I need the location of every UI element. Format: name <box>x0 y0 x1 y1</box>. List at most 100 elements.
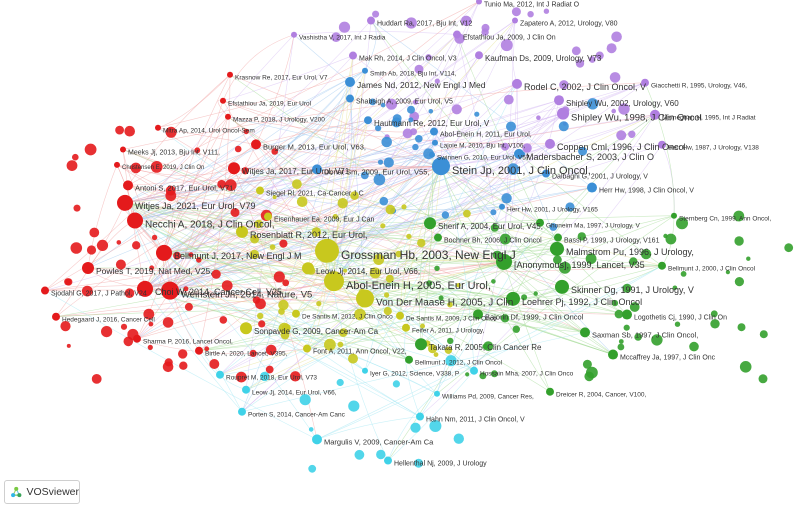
unlabeled-node[interactable] <box>89 227 100 238</box>
unlabeled-node[interactable] <box>406 233 412 240</box>
unlabeled-node[interactable] <box>272 195 277 200</box>
node-yellow[interactable] <box>402 323 410 332</box>
unlabeled-node[interactable] <box>324 338 336 351</box>
node-purple[interactable] <box>475 51 483 60</box>
node-label[interactable]: Von Der Maase H, 2005, J Clin <box>376 298 513 309</box>
unlabeled-node[interactable] <box>618 339 624 344</box>
unlabeled-node[interactable] <box>354 449 365 460</box>
node-label[interactable]: Bellmunt J, 2017, New Engl J M <box>174 251 302 261</box>
node-label[interactable]: Logothetis Cj, 1990, J Clin On <box>634 314 727 321</box>
node-red[interactable] <box>227 71 233 78</box>
unlabeled-node[interactable] <box>689 341 699 352</box>
node-cyan[interactable] <box>470 366 478 375</box>
unlabeled-node[interactable] <box>616 130 627 141</box>
unlabeled-node[interactable] <box>308 464 317 473</box>
node-cyan[interactable] <box>312 434 322 445</box>
unlabeled-node[interactable] <box>165 190 177 202</box>
unlabeled-node[interactable] <box>784 243 794 253</box>
node-blue[interactable] <box>362 67 368 74</box>
unlabeled-node[interactable] <box>337 198 348 209</box>
unlabeled-node[interactable] <box>628 130 636 138</box>
unlabeled-node[interactable] <box>758 374 768 384</box>
unlabeled-node[interactable] <box>595 51 604 60</box>
node-label[interactable]: Feifer A, 2011, J Urology, <box>412 327 485 334</box>
node-label[interactable]: Rodel C, 2002, J Clin Oncol, V <box>524 82 646 92</box>
node-label[interactable]: Margulis V, 2009, Cancer-Am Ca <box>324 438 434 447</box>
node-label[interactable]: Hautmann Re, 2012, Eur Urol, V <box>374 119 490 128</box>
unlabeled-node[interactable] <box>338 21 351 33</box>
node-blue[interactable] <box>587 182 597 193</box>
unlabeled-node[interactable] <box>491 279 496 284</box>
node-green[interactable] <box>546 387 554 396</box>
unlabeled-node[interactable] <box>235 371 247 383</box>
unlabeled-node[interactable] <box>162 317 174 328</box>
node-label[interactable]: Herr Hw, 1998, J Clin Oncol, V <box>599 187 694 194</box>
unlabeled-node[interactable] <box>308 427 314 432</box>
node-label[interactable]: Siegel Rl, 2021, Ca-Cancer J C <box>266 190 364 197</box>
unlabeled-node[interactable] <box>558 261 571 274</box>
node-green[interactable] <box>622 309 632 320</box>
node-label[interactable]: Porten S, 2014, Cancer-Am Canc <box>248 411 346 418</box>
node-red[interactable] <box>251 139 261 150</box>
node-purple[interactable] <box>545 138 555 149</box>
unlabeled-node[interactable] <box>209 359 220 369</box>
unlabeled-node[interactable] <box>162 361 174 373</box>
unlabeled-node[interactable] <box>299 394 311 406</box>
node-yellow[interactable] <box>292 309 300 318</box>
unlabeled-node[interactable] <box>737 323 746 332</box>
unlabeled-node[interactable] <box>490 209 497 216</box>
unlabeled-node[interactable] <box>273 271 285 283</box>
node-blue[interactable] <box>364 116 372 125</box>
node-purple[interactable] <box>554 95 564 106</box>
unlabeled-node[interactable] <box>72 153 79 161</box>
unlabeled-node[interactable] <box>254 219 263 229</box>
unlabeled-node[interactable] <box>611 299 619 307</box>
unlabeled-node[interactable] <box>606 43 617 54</box>
node-label[interactable]: Bellmunt J, 2000, J Clin Oncol <box>668 265 756 272</box>
node-label[interactable]: Christensen E, 2019, J Clin On <box>122 165 204 171</box>
node-label[interactable]: Bochner Bh, 2006, J Clin Oncol <box>444 237 542 244</box>
unlabeled-node[interactable] <box>746 256 751 261</box>
unlabeled-node[interactable] <box>622 283 632 293</box>
unlabeled-node[interactable] <box>149 265 155 271</box>
unlabeled-node[interactable] <box>428 109 434 114</box>
unlabeled-node[interactable] <box>392 380 400 388</box>
node-yellow[interactable] <box>240 322 252 335</box>
unlabeled-node[interactable] <box>91 374 102 384</box>
unlabeled-node[interactable] <box>265 344 277 356</box>
unlabeled-node[interactable] <box>536 115 541 120</box>
node-yellow[interactable] <box>303 344 311 353</box>
unlabeled-node[interactable] <box>255 298 266 310</box>
node-label[interactable]: Shipley Wu, 2002, Urology, V60 <box>566 99 679 108</box>
node-label[interactable]: Antoni S, 2017, Eur Urol, V71, <box>135 184 235 193</box>
unlabeled-node[interactable] <box>257 312 264 320</box>
node-red[interactable] <box>228 162 240 175</box>
node-label[interactable]: De Santis M, 2009, J Clin Onco <box>406 315 497 322</box>
node-blue[interactable] <box>345 77 355 88</box>
unlabeled-node[interactable] <box>759 330 768 339</box>
unlabeled-node[interactable] <box>609 72 621 83</box>
unlabeled-node[interactable] <box>725 270 731 275</box>
unlabeled-node[interactable] <box>451 104 462 115</box>
node-green[interactable] <box>608 349 618 360</box>
node-red[interactable] <box>41 286 49 295</box>
unlabeled-node[interactable] <box>123 336 134 347</box>
unlabeled-node[interactable] <box>331 32 341 42</box>
node-purple[interactable] <box>367 16 375 25</box>
unlabeled-node[interactable] <box>447 301 453 308</box>
unlabeled-node[interactable] <box>280 330 290 340</box>
node-label[interactable]: De Santis M, 2012, J Clin Onco <box>302 313 393 320</box>
unlabeled-node[interactable] <box>549 223 558 231</box>
node-label[interactable]: Abol-Enein H, 2005, Eur Urol, <box>346 280 491 292</box>
unlabeled-node[interactable] <box>369 98 376 106</box>
unlabeled-node[interactable] <box>559 80 569 90</box>
node-green[interactable] <box>424 217 436 230</box>
unlabeled-node[interactable] <box>584 371 594 382</box>
unlabeled-node[interactable] <box>623 324 630 331</box>
node-cyan[interactable] <box>416 412 424 421</box>
node-label[interactable]: Shipley Wu, 1998, J Clin Oncol <box>571 112 702 123</box>
node-purple[interactable] <box>650 109 660 120</box>
node-yellow[interactable] <box>315 238 339 263</box>
unlabeled-node[interactable] <box>311 227 321 237</box>
unlabeled-node[interactable] <box>70 242 83 254</box>
